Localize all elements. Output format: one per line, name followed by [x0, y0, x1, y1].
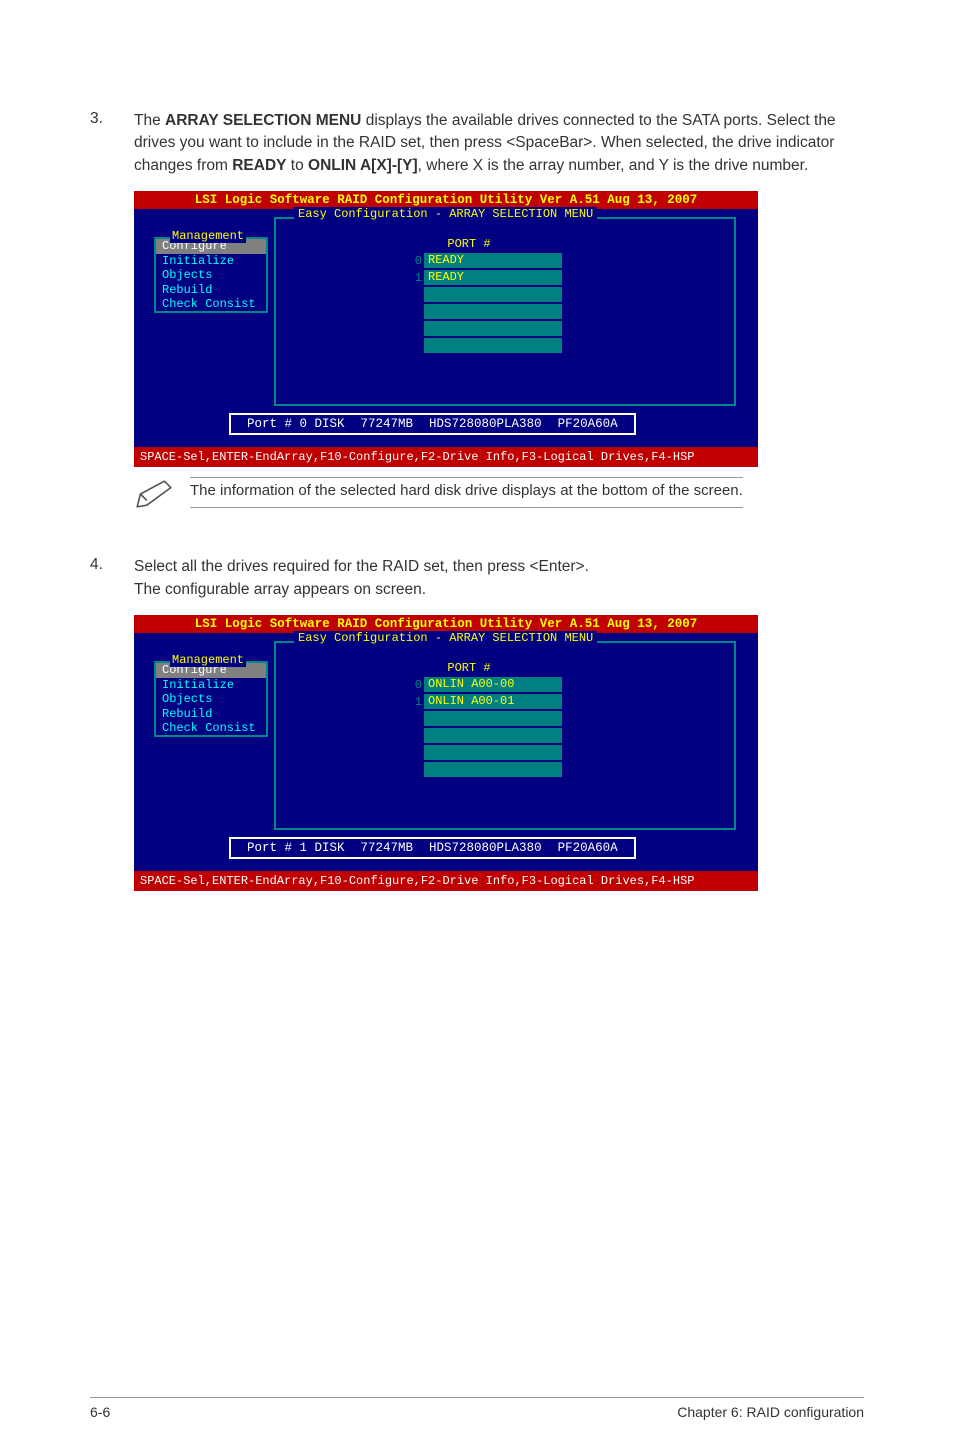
mgmt-item-check: Check Consist [156, 721, 266, 735]
step-3: 3. The ARRAY SELECTION MENU displays the… [90, 110, 864, 177]
port-header: PORT # [404, 661, 534, 675]
easy-config-title: Easy Configuration - ARRAY SELECTION MEN… [294, 631, 597, 645]
note: The information of the selected hard dis… [134, 477, 864, 516]
mgmt-item-objects: Objects [156, 692, 266, 706]
note-text: The information of the selected hard dis… [190, 477, 743, 508]
port-cell: READY [424, 253, 562, 268]
mgmt-item-check: Check Consist [156, 297, 266, 311]
port-cell: . [424, 711, 562, 726]
step-4: 4. Select all the drives required for th… [90, 556, 864, 601]
port-header: PORT # [404, 237, 534, 251]
port-cell: ONLIN A00-01 [424, 694, 562, 709]
port-cell: . [424, 338, 562, 353]
port-cell: . [424, 728, 562, 743]
port-cell: ONLIN A00-00 [424, 677, 562, 692]
port-table: PORT # 0READY 1READY . . . . [404, 237, 562, 353]
step-number: 4. [90, 556, 134, 574]
mgmt-item-initialize: Initialize [156, 678, 266, 692]
management-title: Management [170, 229, 246, 243]
step-text: The ARRAY SELECTION MENU displays the av… [134, 110, 864, 177]
step-number: 3. [90, 110, 134, 128]
page-footer: 6-6 Chapter 6: RAID configuration [90, 1397, 864, 1420]
port-cell: . [424, 287, 562, 302]
mgmt-item-objects: Objects [156, 268, 266, 282]
port-cell: . [424, 321, 562, 336]
bios-footer: SPACE-Sel,ENTER-EndArray,F10-Configure,F… [134, 871, 758, 891]
port-cell: . [424, 745, 562, 760]
page-number: 6-6 [90, 1404, 110, 1420]
port-table: PORT # 0ONLIN A00-00 1ONLIN A00-01 . . .… [404, 661, 562, 777]
bios-screen-2: LSI Logic Software RAID Configuration Ut… [134, 615, 758, 891]
mgmt-item-rebuild: Rebuild [156, 707, 266, 721]
management-menu: Management Configure Initialize Objects … [154, 661, 268, 737]
port-cell: . [424, 762, 562, 777]
disk-status: Port # 0 DISK77247MBHDS728080PLA380PF20A… [229, 413, 636, 435]
disk-status: Port # 1 DISK77247MBHDS728080PLA380PF20A… [229, 837, 636, 859]
port-cell: . [424, 304, 562, 319]
bios-screen-1: LSI Logic Software RAID Configuration Ut… [134, 191, 758, 467]
mgmt-item-initialize: Initialize [156, 254, 266, 268]
step-text: Select all the drives required for the R… [134, 556, 589, 601]
bios-footer: SPACE-Sel,ENTER-EndArray,F10-Configure,F… [134, 447, 758, 467]
management-menu: Management Configure Initialize Objects … [154, 237, 268, 313]
pencil-icon [134, 477, 190, 516]
easy-config-title: Easy Configuration - ARRAY SELECTION MEN… [294, 207, 597, 221]
mgmt-item-rebuild: Rebuild [156, 283, 266, 297]
port-cell: READY [424, 270, 562, 285]
chapter-title: Chapter 6: RAID configuration [677, 1404, 864, 1420]
management-title: Management [170, 653, 246, 667]
